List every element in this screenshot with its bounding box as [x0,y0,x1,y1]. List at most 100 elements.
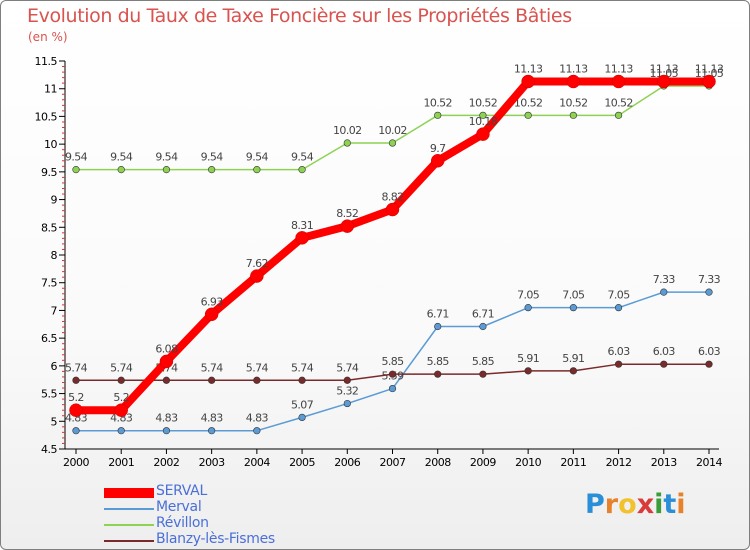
data-point [521,74,535,89]
data-point [705,288,713,296]
data-point [660,288,668,296]
legend-swatch [104,488,154,498]
x-tick-label: 2009 [470,456,496,469]
legend-label: Blanzy-lès-Fismes [156,531,275,547]
data-point [479,111,487,119]
y-tick-label: 4.5 [41,443,57,456]
data-label: 11.13 [514,63,543,76]
data-label: 9.54 [246,151,269,164]
data-point [72,166,80,174]
data-label: 5.07 [291,398,314,411]
data-point [204,307,219,322]
data-label: 7.33 [653,273,676,286]
data-point [614,360,623,368]
y-tick-label: 5 [51,415,58,428]
chart-subtitle: (en %) [28,30,68,44]
data-point [614,111,623,119]
y-tick-label: 9.5 [41,166,57,179]
data-point [430,154,445,168]
logo-letter: o [618,489,637,520]
data-point [208,427,216,435]
data-label: 11.13 [650,63,679,76]
data-point [343,399,351,408]
data-point [208,166,216,174]
data-label: 7.05 [608,289,631,302]
data-label: 6.71 [472,308,494,321]
data-point [162,427,171,435]
x-tick-label: 2005 [289,456,315,469]
data-label: 8.52 [336,207,358,220]
data-point [524,304,532,312]
data-point [479,322,487,331]
legend-label: Révillon [156,515,209,531]
data-point [117,376,125,384]
legend-label: Merval [156,499,202,515]
data-point [114,403,128,417]
data-label: 5.74 [201,361,224,374]
data-label: 9.54 [65,151,88,164]
data-label: 5.74 [246,361,269,374]
data-point [702,74,716,89]
data-label: 6.71 [427,308,449,321]
x-tick-label: 2008 [425,456,451,469]
x-tick-label: 2006 [334,456,360,469]
data-point [388,370,397,378]
data-label: 10.52 [423,96,452,109]
data-point [208,376,216,384]
data-point [388,384,397,393]
data-label: 5.74 [336,361,359,374]
data-label: 6.93 [201,295,224,308]
logo-letter: P [585,489,605,520]
data-point [434,322,442,331]
data-point [159,354,174,369]
x-tick-label: 2007 [380,456,406,469]
data-point [660,360,668,368]
legend-swatch [104,508,154,510]
data-point [117,166,125,174]
y-tick-label: 8.5 [41,221,57,234]
x-tick-label: 2001 [108,456,134,469]
data-label: 5.91 [562,352,584,365]
y-tick-label: 10.5 [35,110,58,123]
data-label: 11.13 [559,63,588,76]
data-label: 5.2 [68,391,84,404]
data-point [569,367,577,375]
y-tick-label: 8 [51,249,58,262]
y-tick-label: 9 [51,194,58,207]
x-tick-label: 2000 [63,456,89,469]
data-label: 5.91 [517,352,539,365]
data-point [72,376,80,384]
data-label: 9.54 [110,151,133,164]
proxiti-logo: Proxiti [585,489,686,520]
data-label: 4.83 [246,412,269,425]
logo-letter: i [654,489,664,520]
data-point [250,269,264,283]
series-serval: 5.2 5.2 6.08 6.93 7.62 8.31 8.52 8.82 9.7 10.18 11… [68,63,724,417]
x-tick-label: 2012 [606,456,632,469]
data-label: 5.2 [113,391,129,404]
logo-letter: x [636,489,655,520]
data-point [434,370,442,378]
data-point [253,376,261,384]
legend-label: SERVAL [156,483,207,499]
data-label: 11.05 [695,67,724,80]
data-label: 4.83 [65,412,88,425]
x-tick-label: 2002 [153,456,179,469]
logo-letter: i [676,489,686,520]
data-point [253,427,261,435]
y-tick-label: 11 [44,83,57,96]
y-tick-label: 6.5 [41,332,57,345]
data-label: 4.83 [110,412,133,425]
series-blanzy-l-s-fismes: 5.745.745.745.745.745.745.745.855.855.85… [65,345,721,384]
data-point [434,111,442,119]
data-label: 8.31 [291,219,313,232]
data-label: 7.62 [246,257,268,270]
data-point [614,304,623,312]
data-point [569,111,577,119]
chart-title: Evolution du Taux de Taxe Foncière sur l… [27,5,572,27]
x-tick-label: 2004 [244,456,270,469]
data-label: 6.03 [698,345,721,358]
data-point [657,74,671,89]
